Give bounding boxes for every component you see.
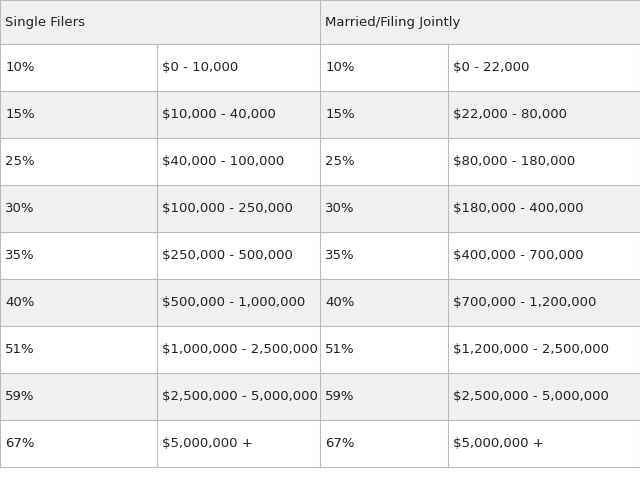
Text: $500,000 - 1,000,000: $500,000 - 1,000,000	[162, 296, 305, 309]
Text: 67%: 67%	[5, 437, 35, 450]
Bar	[320, 0, 640, 44]
Text: 51%: 51%	[5, 343, 35, 356]
Text: $2,500,000 - 5,000,000: $2,500,000 - 5,000,000	[162, 390, 318, 403]
Text: 35%: 35%	[5, 249, 35, 262]
Text: 40%: 40%	[5, 296, 35, 309]
Text: 30%: 30%	[325, 202, 355, 215]
Text: 40%: 40%	[325, 296, 355, 309]
Text: $22,000 - 80,000: $22,000 - 80,000	[453, 108, 567, 121]
Bar	[0, 420, 640, 467]
Text: $40,000 - 100,000: $40,000 - 100,000	[162, 155, 284, 168]
Bar	[0, 44, 640, 91]
Text: 15%: 15%	[5, 108, 35, 121]
Text: $5,000,000 +: $5,000,000 +	[162, 437, 253, 450]
Text: $2,500,000 - 5,000,000: $2,500,000 - 5,000,000	[453, 390, 609, 403]
Bar	[0, 232, 640, 279]
Bar	[0, 185, 640, 232]
Text: $10,000 - 40,000: $10,000 - 40,000	[162, 108, 276, 121]
Text: $0 - 10,000: $0 - 10,000	[162, 61, 238, 74]
Text: 10%: 10%	[325, 61, 355, 74]
Bar	[0, 138, 640, 185]
Bar	[0, 373, 640, 420]
Text: $180,000 - 400,000: $180,000 - 400,000	[453, 202, 584, 215]
Text: $700,000 - 1,200,000: $700,000 - 1,200,000	[453, 296, 596, 309]
Text: 10%: 10%	[5, 61, 35, 74]
Bar	[0, 279, 640, 326]
Text: Married/Filing Jointly: Married/Filing Jointly	[325, 15, 461, 29]
Text: 51%: 51%	[325, 343, 355, 356]
Text: 67%: 67%	[325, 437, 355, 450]
Bar	[0, 91, 640, 138]
Text: 35%: 35%	[325, 249, 355, 262]
Text: $400,000 - 700,000: $400,000 - 700,000	[453, 249, 584, 262]
Text: $0 - 22,000: $0 - 22,000	[453, 61, 529, 74]
Text: 15%: 15%	[325, 108, 355, 121]
Bar	[0, 326, 640, 373]
Text: $1,000,000 - 2,500,000: $1,000,000 - 2,500,000	[162, 343, 318, 356]
Text: 59%: 59%	[5, 390, 35, 403]
Text: 30%: 30%	[5, 202, 35, 215]
Text: 25%: 25%	[325, 155, 355, 168]
Text: 59%: 59%	[325, 390, 355, 403]
Text: $100,000 - 250,000: $100,000 - 250,000	[162, 202, 292, 215]
Text: 25%: 25%	[5, 155, 35, 168]
Text: $250,000 - 500,000: $250,000 - 500,000	[162, 249, 292, 262]
Text: Single Filers: Single Filers	[5, 15, 85, 29]
Text: $80,000 - 180,000: $80,000 - 180,000	[453, 155, 575, 168]
Text: $5,000,000 +: $5,000,000 +	[453, 437, 544, 450]
Bar	[0, 0, 320, 44]
Text: $1,200,000 - 2,500,000: $1,200,000 - 2,500,000	[453, 343, 609, 356]
